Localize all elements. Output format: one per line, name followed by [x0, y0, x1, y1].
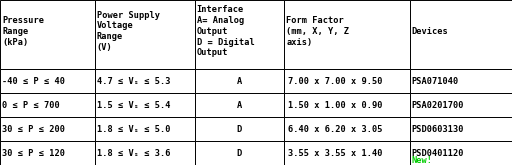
- Text: 1.5 ≤ Vₛ ≤ 5.4: 1.5 ≤ Vₛ ≤ 5.4: [97, 101, 170, 110]
- Text: Pressure
Range
(kPa): Pressure Range (kPa): [2, 16, 44, 47]
- Bar: [0, 93, 95, 117]
- Text: 3.55 x 3.55 x 1.40: 3.55 x 3.55 x 1.40: [288, 148, 383, 158]
- Bar: [284, 117, 410, 141]
- Bar: [284, 93, 410, 117]
- Text: 30 ≤ P ≤ 200: 30 ≤ P ≤ 200: [2, 125, 65, 134]
- Bar: [410, 117, 512, 141]
- Text: 6.40 x 6.20 x 3.05: 6.40 x 6.20 x 3.05: [288, 125, 383, 134]
- Bar: [195, 117, 284, 141]
- Text: Interface
A= Analog
Output
D = Digital
Output: Interface A= Analog Output D = Digital O…: [197, 5, 254, 57]
- Bar: [410, 141, 512, 165]
- Text: D: D: [237, 148, 242, 158]
- Bar: [0, 0, 95, 69]
- Bar: [0, 117, 95, 141]
- Bar: [95, 141, 195, 165]
- Text: D: D: [237, 125, 242, 134]
- Text: 0 ≤ P ≤ 700: 0 ≤ P ≤ 700: [2, 101, 60, 110]
- Bar: [410, 69, 512, 93]
- Text: PSD0603130: PSD0603130: [412, 125, 464, 134]
- Bar: [410, 0, 512, 69]
- Bar: [410, 93, 512, 117]
- Bar: [284, 141, 410, 165]
- Bar: [195, 141, 284, 165]
- Bar: [95, 93, 195, 117]
- Text: PSD0401120: PSD0401120: [412, 148, 464, 158]
- Bar: [95, 69, 195, 93]
- Text: Devices: Devices: [412, 27, 449, 36]
- Bar: [284, 69, 410, 93]
- Text: -40 ≤ P ≤ 40: -40 ≤ P ≤ 40: [2, 77, 65, 86]
- Text: 30 ≤ P ≤ 120: 30 ≤ P ≤ 120: [2, 148, 65, 158]
- Text: 1.8 ≤ Vₛ ≤ 5.0: 1.8 ≤ Vₛ ≤ 5.0: [97, 125, 170, 134]
- Bar: [95, 0, 195, 69]
- Text: 1.50 x 1.00 x 0.90: 1.50 x 1.00 x 0.90: [288, 101, 383, 110]
- Text: Power Supply
Voltage
Range
(V): Power Supply Voltage Range (V): [97, 11, 160, 52]
- Text: A: A: [237, 101, 242, 110]
- Bar: [95, 117, 195, 141]
- Bar: [195, 93, 284, 117]
- Text: A: A: [237, 77, 242, 86]
- Bar: [0, 141, 95, 165]
- Text: 7.00 x 7.00 x 9.50: 7.00 x 7.00 x 9.50: [288, 77, 383, 86]
- Bar: [0, 69, 95, 93]
- Text: Form Factor
(mm, X, Y, Z
axis): Form Factor (mm, X, Y, Z axis): [286, 16, 349, 47]
- Text: 1.8 ≤ Vₛ ≤ 3.6: 1.8 ≤ Vₛ ≤ 3.6: [97, 148, 170, 158]
- Text: 4.7 ≤ Vₛ ≤ 5.3: 4.7 ≤ Vₛ ≤ 5.3: [97, 77, 170, 86]
- Bar: [195, 0, 284, 69]
- Text: New!: New!: [412, 156, 433, 165]
- Bar: [195, 69, 284, 93]
- Text: PSA0201700: PSA0201700: [412, 101, 464, 110]
- Bar: [284, 0, 410, 69]
- Text: PSA071040: PSA071040: [412, 77, 459, 86]
